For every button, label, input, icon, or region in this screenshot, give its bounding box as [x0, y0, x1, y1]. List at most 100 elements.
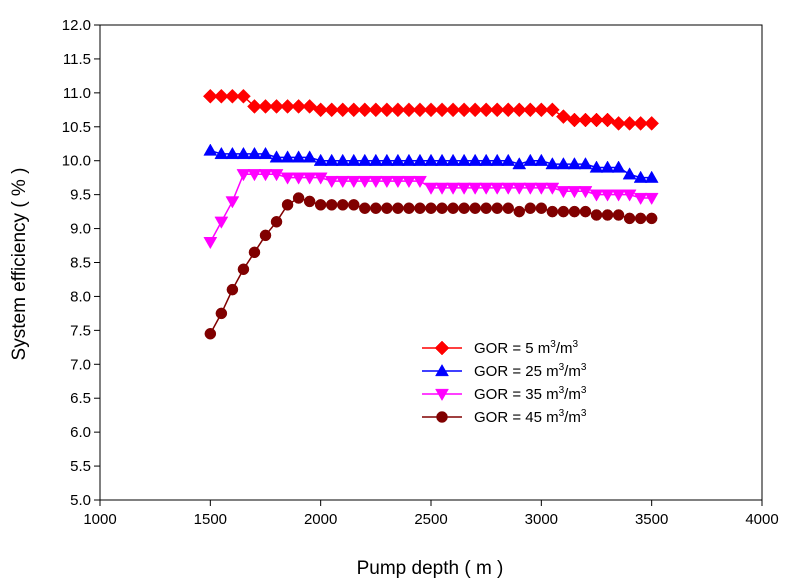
- data-point: [390, 175, 405, 189]
- data-point: [511, 102, 527, 118]
- data-point: [446, 182, 460, 195]
- data-point: [435, 153, 449, 166]
- data-point: [392, 202, 404, 214]
- data-point: [379, 102, 395, 118]
- data-point: [513, 205, 526, 218]
- data-point: [335, 102, 351, 118]
- data-point: [425, 202, 437, 214]
- data-point: [226, 283, 239, 296]
- data-point: [535, 202, 548, 214]
- data-point: [402, 153, 416, 166]
- data-point: [214, 216, 229, 229]
- data-point: [589, 189, 604, 202]
- data-point: [215, 307, 228, 320]
- data-point: [478, 102, 494, 118]
- data-point: [623, 212, 636, 225]
- data-point: [568, 205, 581, 218]
- data-point: [390, 102, 406, 118]
- data-point: [556, 109, 571, 124]
- data-point: [203, 237, 218, 250]
- data-point: [313, 172, 328, 185]
- data-point: [247, 169, 262, 182]
- data-point: [501, 182, 516, 195]
- data-point: [413, 153, 427, 166]
- x-tick-label: 1000: [83, 511, 116, 528]
- y-tick-label: 9.5: [70, 187, 91, 204]
- data-point: [303, 195, 316, 208]
- data-point: [214, 146, 229, 160]
- data-point: [269, 169, 284, 182]
- data-point: [534, 182, 549, 195]
- y-tick-label: 8.5: [70, 255, 91, 272]
- data-point: [545, 102, 560, 118]
- y-tick-label: 6.5: [70, 390, 91, 407]
- series-1: [202, 88, 660, 131]
- legend-marker: [434, 340, 450, 356]
- data-point: [434, 102, 450, 118]
- axes-layer: 1000 1500 2000 2500 3000 3500 4000 5.0 5.5 6.0 6.5…: [62, 17, 779, 528]
- data-point: [467, 102, 483, 118]
- y-tick-label: 5.5: [70, 458, 91, 475]
- y-tick-label: 10.0: [62, 153, 91, 170]
- data-point: [336, 199, 349, 211]
- data-point: [557, 205, 570, 218]
- data-point: [556, 157, 571, 170]
- data-point: [247, 146, 262, 160]
- data-point: [202, 88, 218, 104]
- data-point: [545, 182, 560, 195]
- data-point: [370, 202, 382, 214]
- y-tick-label: 7.5: [70, 322, 91, 339]
- data-point: [622, 189, 637, 202]
- data-point: [512, 157, 527, 170]
- data-point: [456, 102, 472, 118]
- legend-label: GOR = 25 m3/m3: [474, 362, 587, 380]
- data-point: [401, 102, 417, 118]
- y-tick-label: 9.0: [70, 221, 91, 238]
- data-point: [346, 102, 362, 118]
- data-point: [236, 146, 251, 160]
- series-layer: [202, 88, 660, 340]
- data-point: [348, 199, 360, 211]
- data-point: [258, 146, 273, 160]
- data-point: [523, 153, 538, 166]
- data-point: [424, 182, 438, 195]
- data-point: [469, 202, 481, 214]
- data-point: [258, 99, 273, 114]
- data-point: [523, 182, 538, 195]
- legend-entry-3: GOR = 35 m3/m3: [422, 385, 587, 403]
- data-point: [633, 192, 648, 206]
- data-point: [501, 153, 516, 166]
- data-point: [281, 199, 294, 211]
- data-point: [633, 170, 648, 183]
- data-point: [446, 153, 460, 166]
- data-point: [413, 175, 427, 189]
- y-tick-label: 10.5: [62, 119, 91, 136]
- data-point: [457, 182, 472, 195]
- data-point: [225, 88, 240, 104]
- data-point: [600, 189, 615, 202]
- data-point: [589, 112, 604, 128]
- data-point: [203, 143, 218, 156]
- data-point: [247, 99, 262, 114]
- data-point: [379, 175, 394, 189]
- data-point: [645, 212, 658, 225]
- data-point: [634, 212, 647, 225]
- x-tick-label: 2500: [414, 511, 447, 528]
- data-point: [236, 88, 251, 104]
- data-point: [436, 202, 448, 214]
- legend-entry-2: GOR = 25 m3/m3: [422, 362, 587, 380]
- data-point: [512, 182, 527, 195]
- data-point: [524, 202, 537, 214]
- data-point: [490, 153, 505, 166]
- y-tick-label: 11.0: [63, 85, 91, 102]
- legend-label: GOR = 35 m3/m3: [474, 385, 587, 403]
- legend-label: GOR = 5 m3/m3: [474, 339, 579, 357]
- data-point: [291, 150, 306, 163]
- data-point: [346, 153, 361, 166]
- data-point: [335, 175, 350, 189]
- data-point: [280, 172, 295, 185]
- data-point: [324, 175, 339, 189]
- data-point: [468, 153, 483, 166]
- legend-marker: [435, 363, 449, 377]
